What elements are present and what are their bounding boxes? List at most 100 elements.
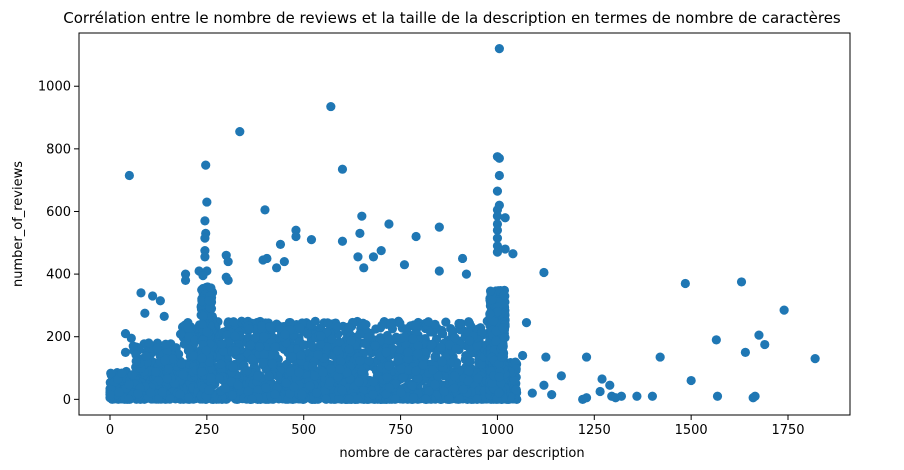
data-point [357, 366, 367, 376]
data-point [424, 386, 434, 396]
chart-title: Corrélation entre le nombre de reviews e… [63, 9, 841, 27]
data-point [259, 349, 269, 359]
data-point [155, 296, 165, 306]
data-point [222, 330, 232, 340]
data-point [539, 380, 549, 390]
data-point [144, 338, 154, 348]
data-point [381, 347, 392, 357]
data-point [204, 295, 214, 306]
data-point [399, 260, 410, 270]
data-point [494, 372, 504, 382]
data-point [296, 350, 306, 360]
data-point [197, 296, 207, 306]
data-point [434, 266, 444, 276]
data-point [384, 361, 394, 371]
data-point [510, 357, 521, 367]
data-point [217, 339, 227, 349]
data-point [616, 391, 627, 401]
data-point [176, 359, 187, 369]
data-point [264, 371, 274, 381]
data-point [492, 306, 503, 317]
data-point [377, 320, 387, 330]
data-point [167, 354, 178, 364]
data-point [245, 340, 256, 350]
data-point [197, 353, 207, 363]
data-point [280, 329, 290, 340]
data-point [180, 275, 191, 285]
data-point [310, 316, 320, 326]
data-point [175, 389, 185, 399]
data-point [326, 101, 336, 112]
data-point [342, 367, 352, 378]
data-point [261, 383, 271, 393]
data-point [508, 249, 518, 259]
data-point [382, 372, 392, 382]
x-tick-label: 1000 [481, 423, 514, 438]
data-point [198, 311, 208, 321]
data-point [391, 332, 401, 342]
data-point [287, 352, 297, 362]
data-point [352, 394, 363, 404]
data-point [201, 160, 211, 170]
x-tick-label: 1250 [578, 423, 611, 438]
data-point [160, 355, 170, 366]
data-point [500, 213, 510, 223]
data-point [316, 331, 326, 341]
data-point [214, 374, 224, 384]
data-point [539, 267, 549, 278]
data-point [233, 380, 243, 390]
x-tick-label: 0 [106, 423, 114, 438]
data-point [281, 378, 291, 388]
data-point [423, 317, 433, 327]
data-point [128, 341, 138, 351]
data-point [153, 394, 163, 404]
data-point [384, 219, 394, 229]
data-point [511, 385, 521, 395]
data-point [450, 333, 460, 343]
x-axis-ticks: 0 250 500 750 1000 1250 1500 1750 [106, 415, 805, 438]
data-point [491, 326, 501, 336]
data-point [712, 391, 723, 401]
data-point [464, 335, 475, 346]
y-tick-label: 200 [46, 330, 71, 345]
data-point [162, 347, 173, 357]
data-point [521, 318, 532, 328]
data-point [200, 233, 210, 243]
data-point [335, 364, 345, 374]
data-point [307, 361, 318, 372]
data-point [541, 352, 551, 362]
data-point [253, 371, 263, 381]
data-point [357, 211, 367, 221]
data-point [461, 269, 472, 279]
data-point [711, 335, 721, 345]
x-tick-label: 250 [194, 423, 219, 438]
data-point [411, 366, 421, 376]
data-point [275, 239, 286, 249]
data-point [760, 339, 770, 350]
x-tick-label: 500 [291, 423, 316, 438]
data-point [206, 373, 216, 383]
data-point [306, 235, 317, 245]
data-point [384, 383, 395, 393]
data-point [754, 330, 764, 340]
data-point [400, 332, 410, 342]
data-point [201, 326, 212, 337]
data-point [255, 342, 265, 352]
data-point [197, 319, 207, 329]
data-point [291, 231, 301, 242]
data-point [488, 316, 499, 326]
data-point [494, 153, 504, 163]
data-point [117, 368, 127, 378]
data-point [411, 320, 421, 331]
data-point [395, 318, 405, 328]
data-point [376, 246, 386, 256]
data-point [175, 329, 186, 339]
data-point [197, 367, 207, 377]
data-point [136, 288, 146, 298]
data-point [498, 323, 508, 333]
data-point [244, 324, 255, 334]
data-point [456, 319, 466, 329]
dense-point-cloud [105, 282, 522, 404]
data-point [810, 354, 820, 364]
